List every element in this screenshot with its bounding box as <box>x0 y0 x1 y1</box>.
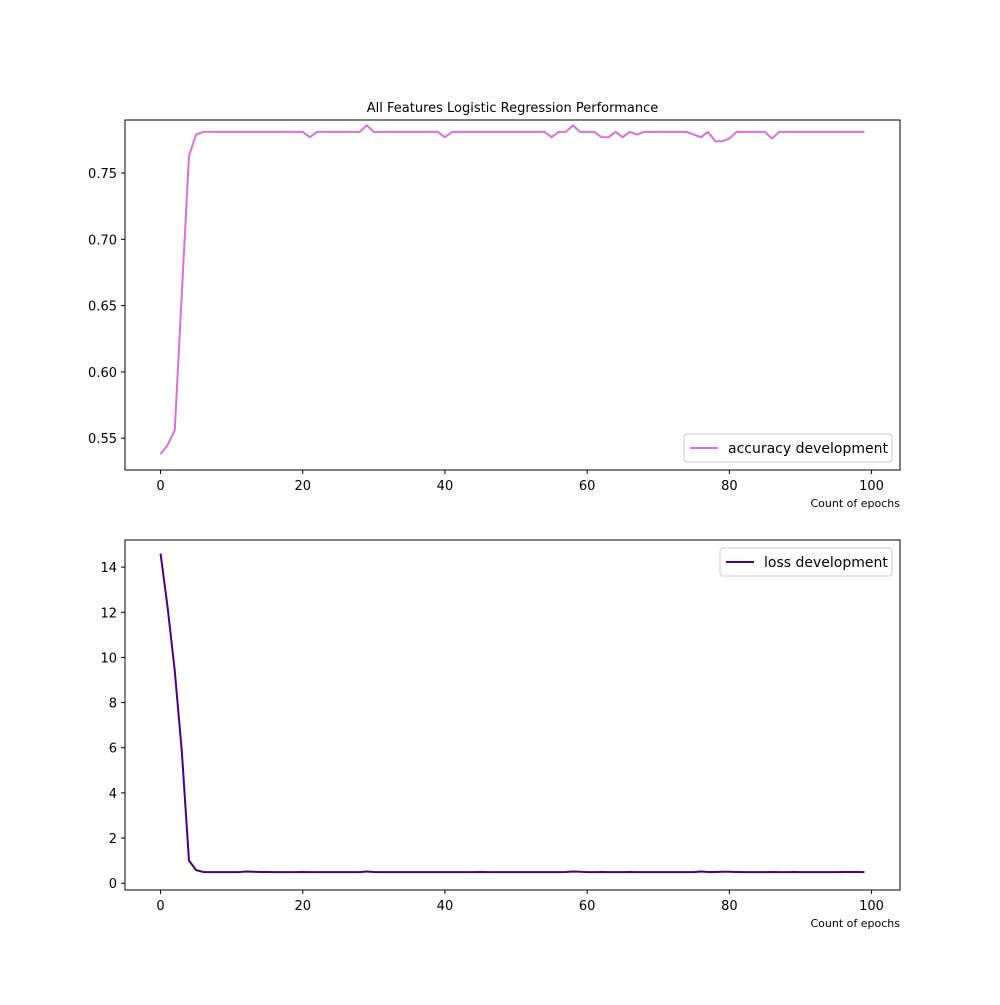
y-tick-label: 14 <box>100 561 117 576</box>
x-tick-label: 100 <box>859 479 884 494</box>
y-tick-label: 10 <box>100 651 117 666</box>
subplot-1: 0 20 40 60 80 100 0.55 0.60 0.65 0.70 0.75 All Feat… <box>88 101 901 510</box>
x-tick-label: 80 <box>721 899 738 914</box>
y-tick-label: 6 <box>109 742 117 757</box>
x-axis-label: Count of epochs <box>811 917 901 930</box>
y-tick-label: 0.55 <box>88 432 117 447</box>
axes-frame <box>124 539 901 891</box>
y-tick-label: 0.60 <box>88 366 117 381</box>
y-tick-label: 0.65 <box>88 300 117 315</box>
x-axis-label: Count of epochs <box>811 497 901 510</box>
legend: loss development <box>719 547 893 577</box>
x-tick-label: 20 <box>294 479 311 494</box>
y-tick-label: 2 <box>109 832 117 847</box>
y-tick-label: 0.75 <box>88 167 117 182</box>
x-tick-label: 40 <box>437 479 454 494</box>
legend-label: loss development <box>764 555 888 571</box>
chart-title: All Features Logistic Regression Perform… <box>367 101 659 116</box>
subplot-2: 0 20 40 60 80 100 0 2 4 6 8 10 12 14 Count of epochs lo… <box>100 539 901 930</box>
x-tick-label: 100 <box>859 899 884 914</box>
y-tick-label: 4 <box>109 787 117 802</box>
legend-label: accuracy development <box>728 441 888 457</box>
x-tick-label: 0 <box>156 899 164 914</box>
y-tick-label: 12 <box>100 606 117 621</box>
series-line <box>159 553 865 874</box>
legend: accuracy development <box>683 433 893 463</box>
series-line <box>159 124 865 455</box>
y-tick-label: 0 <box>109 877 117 892</box>
y-tick-label: 0.70 <box>88 233 117 248</box>
y-tick-label: 8 <box>109 697 117 712</box>
x-tick-label: 80 <box>721 479 738 494</box>
legend-box <box>719 547 893 577</box>
x-tick-label: 20 <box>294 899 311 914</box>
legend-box <box>683 433 893 463</box>
x-tick-label: 60 <box>579 899 596 914</box>
x-tick-label: 0 <box>156 479 164 494</box>
x-tick-label: 60 <box>579 479 596 494</box>
x-tick-label: 40 <box>437 899 454 914</box>
axes-frame <box>124 119 901 471</box>
